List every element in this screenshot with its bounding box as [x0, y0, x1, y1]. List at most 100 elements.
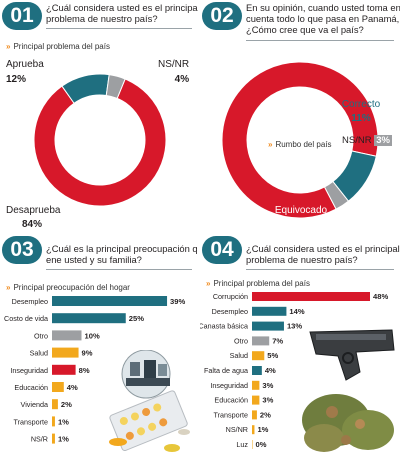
category-label-otro: Otro — [34, 331, 48, 340]
category-label: Aprueba — [6, 59, 44, 70]
bar-costo-de-vida — [52, 313, 126, 324]
chevron-right-icon: » — [206, 279, 211, 288]
category-label-educaci-n: Educación — [14, 383, 48, 392]
category-label-inseguridad: Inseguridad — [10, 366, 48, 375]
value-label-costo-de-vida: 25% — [129, 314, 144, 323]
panel-01: 01 ¿Cuál considera usted es el principal… — [0, 0, 198, 233]
panel-number-badge: 02 — [202, 2, 242, 30]
bar-falta-de-agua — [252, 366, 262, 375]
category-label: Correcto — [341, 99, 381, 110]
value-label-ns-r: 1% — [58, 435, 69, 444]
bar-educaci-n — [252, 395, 260, 405]
category-label-costo-de-vida: Costo de vida — [4, 314, 48, 323]
question-text: ¿Cuál considera usted es el principal pr… — [246, 243, 400, 265]
bar-salud — [252, 351, 265, 361]
question-text: ¿Cuál considera usted es el principal pr… — [46, 2, 198, 24]
donut-chart-principal-problema — [33, 73, 167, 207]
category-label-transporte: Transporte — [14, 417, 49, 426]
bar-otro — [252, 336, 270, 346]
panel-04: 04 ¿Cuál considera usted es el principal… — [200, 234, 400, 460]
bar-transporte — [252, 410, 257, 420]
value-label: 3% — [374, 135, 392, 146]
medicine-pills-photo — [109, 350, 190, 452]
bar-chart-preocupacion-hogar: Desempleo 39% Costo de vida 25% Otro 10% Salud… — [4, 296, 185, 444]
value-label-inseguridad: 3% — [262, 381, 273, 390]
value-label-educaci-n: 3% — [262, 396, 273, 405]
chart-subtitle: » Principal preocupación del hogar — [6, 283, 130, 292]
question-line: ene usted y su familia? — [46, 254, 142, 265]
value-label-desempleo: 14% — [289, 307, 304, 316]
value-label: 4% — [174, 74, 190, 85]
category-label-transporte: Transporte — [214, 410, 249, 419]
subtitle-text: Principal preocupación del hogar — [13, 283, 130, 292]
bar-chart-problema-pais: Corrupción 48% Desempleo 14% Canasta básica 1… — [200, 292, 388, 449]
value-label-salud: 5% — [267, 351, 278, 360]
question-line: En su opinión, cuando usted toma en — [246, 2, 400, 13]
panel-02: 02 En su opinión, cuando usted toma en c… — [200, 0, 400, 233]
subtitle-text: Principal problema del país — [213, 279, 310, 288]
category-label-falta-de-agua: Falta de agua — [204, 366, 248, 375]
bar-inseguridad — [252, 380, 260, 390]
legend-aprueba: Aprueba 12% — [6, 59, 44, 86]
donut-slice-ns-nr — [323, 180, 350, 210]
bar-ns-r — [52, 433, 55, 444]
legend-correcto: Correcto 11% — [338, 99, 384, 125]
value-label: 11% — [351, 113, 371, 124]
value-label-corrupci-n: 48% — [373, 292, 388, 301]
chart-center-label: » Rumbo del país — [268, 140, 331, 149]
value-label-transporte: 1% — [58, 417, 69, 426]
value-label-otro: 7% — [272, 336, 283, 345]
gun-and-marijuana-photo — [302, 329, 395, 452]
bar-canasta-b-sica — [252, 321, 284, 331]
bar-desempleo — [252, 306, 287, 316]
panel-number-badge: 01 — [2, 2, 42, 30]
value-label-transporte: 2% — [260, 410, 271, 419]
subtitle-text: Principal problema del país — [13, 42, 110, 51]
chart-subtitle: » Principal problema del país — [6, 42, 110, 51]
question-line: problema de nuestro país? — [246, 254, 358, 265]
divider — [46, 28, 192, 29]
bar-educaci-n — [52, 382, 64, 392]
center-label-text: Rumbo del país — [275, 140, 332, 149]
legend-nsnr: NS/NR 4% — [158, 59, 189, 86]
category-label: Equivocado — [274, 205, 328, 216]
question-line: ¿Cuál considera usted es el principal — [46, 2, 198, 13]
category-label-inseguridad: Inseguridad — [210, 381, 248, 390]
question-line: ¿Cómo cree que va el país? — [246, 24, 364, 35]
value-label-desempleo: 39% — [170, 297, 185, 306]
question-text: ¿Cuál es la principal preocupación que e… — [46, 243, 198, 265]
category-label: NS/NR — [158, 59, 190, 70]
category-label-desempleo: Desempleo — [12, 297, 48, 306]
category-label-canasta-b-sica: Canasta básica — [200, 322, 248, 331]
value-label: 12% — [6, 74, 27, 85]
category-label: NS/NR — [342, 135, 372, 146]
bar-corrupci-n — [252, 292, 370, 301]
question-line: problema de nuestro país? — [46, 13, 158, 24]
panel-03: 03 ¿Cuál es la principal preocupación qu… — [0, 234, 198, 460]
bar-inseguridad — [52, 364, 76, 375]
category-label-luz: Luz — [236, 440, 248, 449]
chart-subtitle: » Principal problema del país — [206, 279, 310, 288]
donut-slice-ns-nr — [105, 74, 126, 100]
bar-transporte — [52, 416, 55, 427]
value-label-educaci-n: 4% — [67, 383, 78, 392]
category-label-desempleo: Desempleo — [212, 307, 248, 316]
category-label-otro: Otro — [234, 336, 248, 345]
panel-number-badge: 04 — [202, 236, 242, 264]
bar-otro — [52, 330, 82, 341]
question-text: En su opinión, cuando usted toma en cuen… — [246, 2, 400, 35]
category-label-ns-nr: NS/NR — [226, 425, 248, 434]
legend-desaprueba: Desaprueba 84% — [6, 205, 60, 231]
bar-vivienda — [52, 399, 58, 410]
chevron-right-icon: » — [268, 140, 273, 149]
value-label-vivienda: 2% — [61, 400, 72, 409]
donut-slice-desaprueba — [33, 78, 167, 207]
value-label-falta-de-agua: 4% — [265, 366, 276, 375]
value-label-canasta-b-sica: 13% — [287, 322, 302, 331]
category-label-salud: Salud — [30, 349, 48, 358]
divider — [246, 269, 394, 270]
question-line: ¿Cuál es la principal preocupación que — [46, 243, 198, 254]
divider — [246, 40, 394, 41]
legend-equivocado: Equivocado 86% — [272, 205, 330, 232]
category-label-ns-r: NS/R — [31, 435, 48, 444]
